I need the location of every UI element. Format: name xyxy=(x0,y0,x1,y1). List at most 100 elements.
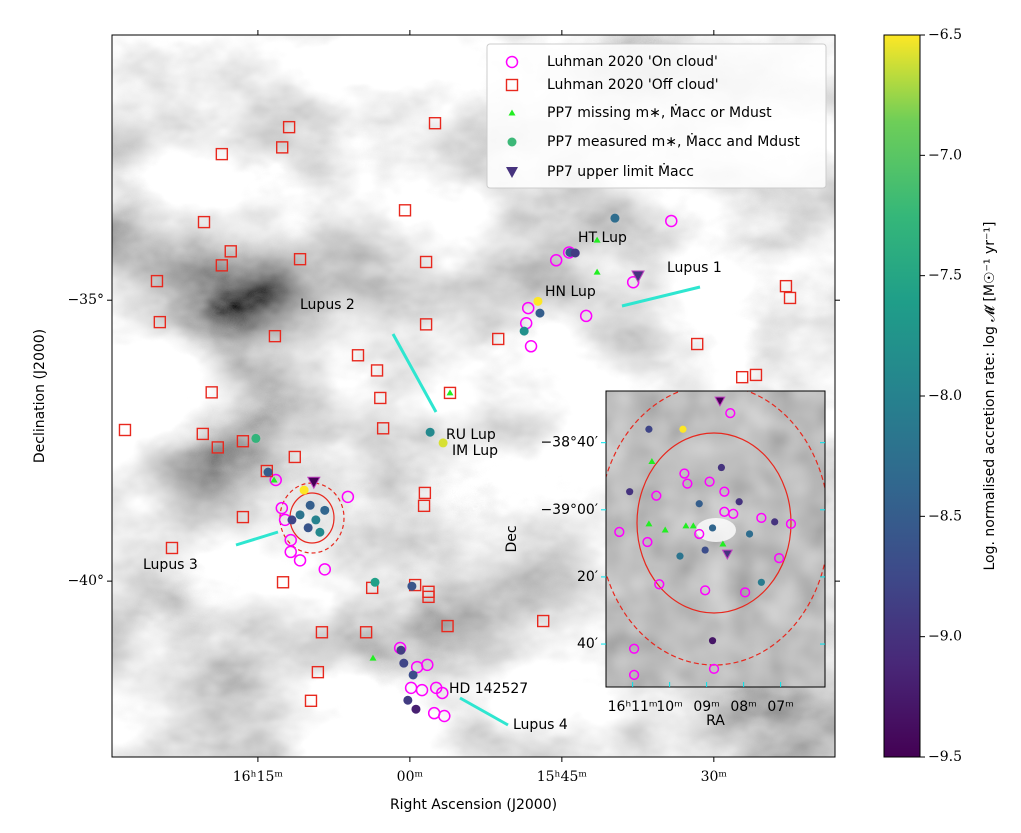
measured-marker xyxy=(626,488,634,496)
off-cloud-marker xyxy=(376,422,390,435)
legend-label: Luhman 2020 'Off cloud' xyxy=(547,77,719,93)
plot-area xyxy=(118,117,797,723)
missing-marker xyxy=(369,654,377,661)
off-cloud-marker xyxy=(370,364,384,377)
x-tick-label: 07ᵐ xyxy=(767,699,794,715)
off-cloud-marker xyxy=(153,315,167,329)
measured-marker xyxy=(535,308,545,318)
off-cloud-marker xyxy=(304,694,318,708)
off-cloud-marker xyxy=(205,386,218,399)
on-cloud-marker xyxy=(708,663,720,675)
off-cloud-marker xyxy=(417,499,431,513)
off-cloud-marker xyxy=(311,665,325,679)
off-cloud-marker xyxy=(374,391,387,405)
x-tick-label: 30ᵐ xyxy=(701,769,728,785)
measured-marker xyxy=(411,704,421,714)
legend-label: PP7 upper limit Ṁacc xyxy=(547,162,694,180)
on-cloud-marker xyxy=(415,683,429,697)
x-tick-label: 16ʰ11ᵐ xyxy=(608,699,658,715)
measured-marker xyxy=(717,463,726,472)
colorbar-tick-label: −8.0 xyxy=(928,388,962,404)
off-cloud-marker xyxy=(418,486,432,500)
y-tick-label: 40′ xyxy=(577,636,598,652)
off-cloud-marker xyxy=(359,626,373,639)
on-cloud-marker xyxy=(626,275,640,289)
legend: Luhman 2020 'On cloud' Luhman 2020 'Off c… xyxy=(486,43,827,189)
on-cloud-marker xyxy=(293,554,307,567)
off-cloud-marker xyxy=(441,619,454,633)
annotation: Lupus 1 xyxy=(667,260,722,276)
measured-marker xyxy=(570,248,580,258)
measured-marker xyxy=(287,515,297,525)
x-tick-label: 08ᵐ xyxy=(730,699,757,715)
off-cloud-marker xyxy=(492,332,505,346)
x-axis-label: RA xyxy=(706,713,725,729)
off-cloud-marker xyxy=(351,349,365,362)
on-cloud-marker xyxy=(628,669,640,681)
on-cloud-marker xyxy=(785,518,797,530)
colorbar-label: Log. normalised accretion rate: log 𝓜̇ [… xyxy=(982,222,998,571)
on-cloud-marker xyxy=(549,254,563,267)
measured-marker xyxy=(533,296,543,306)
y-axis-label: Dec xyxy=(504,525,520,552)
missing-marker xyxy=(689,522,697,529)
inset-points xyxy=(614,396,797,681)
inset-bright-core xyxy=(696,518,736,542)
missing-marker xyxy=(270,476,278,483)
on-cloud-marker xyxy=(628,643,640,654)
measured-marker xyxy=(399,658,409,668)
off-cloud-marker xyxy=(224,245,237,258)
annotation: Lupus 3 xyxy=(143,557,198,573)
annotation: HT Lup xyxy=(578,230,627,246)
on-cloud-marker xyxy=(505,55,519,69)
off-cloud-marker xyxy=(197,215,211,229)
measured-marker xyxy=(757,578,765,586)
on-cloud-marker xyxy=(719,506,730,517)
on-cloud-marker xyxy=(269,473,282,487)
x-tick-label: 00ᵐ xyxy=(397,769,424,785)
measured-marker xyxy=(645,425,653,433)
annotation-line xyxy=(621,285,701,308)
measured-marker xyxy=(735,498,743,506)
off-cloud-marker xyxy=(422,590,435,604)
annotation: IM Lup xyxy=(452,443,498,459)
measured-marker xyxy=(676,552,684,560)
measured-marker xyxy=(679,425,687,433)
off-cloud-marker xyxy=(315,626,329,639)
on-cloud-marker xyxy=(614,526,625,538)
off-cloud-marker xyxy=(428,117,442,130)
measured-marker xyxy=(708,637,717,645)
off-cloud-marker xyxy=(735,370,749,384)
off-cloud-marker xyxy=(196,427,209,441)
off-cloud-marker xyxy=(779,279,793,293)
off-cloud-marker xyxy=(398,204,412,217)
off-cloud-marker xyxy=(118,423,132,437)
on-cloud-marker xyxy=(275,501,289,515)
y-tick-label: −35° xyxy=(67,292,104,308)
on-cloud-marker xyxy=(694,528,705,540)
missing-marker xyxy=(661,526,669,533)
on-cloud-marker xyxy=(756,512,767,524)
on-cloud-marker xyxy=(642,536,653,548)
upper-limit-marker xyxy=(721,549,733,560)
off-cloud-marker xyxy=(165,541,179,555)
colorbar-tick-label: −9.5 xyxy=(928,749,962,765)
off-cloud-marker xyxy=(236,510,250,524)
off-cloud-marker xyxy=(419,318,433,331)
colorbar-tick-label: −6.5 xyxy=(928,27,962,43)
missing-marker xyxy=(648,457,656,464)
on-cloud-marker xyxy=(704,476,715,487)
off-cloud-marker xyxy=(288,450,301,464)
y-tick-label: −39°00′ xyxy=(540,502,598,518)
measured-marker xyxy=(311,515,321,525)
missing-marker xyxy=(593,268,601,275)
off-cloud-marker xyxy=(419,255,433,269)
off-cloud-marker xyxy=(537,614,550,628)
off-cloud-marker xyxy=(783,291,797,305)
x-tick-label: 09ᵐ xyxy=(693,699,720,715)
missing-marker xyxy=(682,522,690,529)
x-axis-label: Right Ascension (J2000) xyxy=(390,797,557,813)
on-cloud-marker xyxy=(719,486,730,497)
on-cloud-marker xyxy=(682,478,693,489)
